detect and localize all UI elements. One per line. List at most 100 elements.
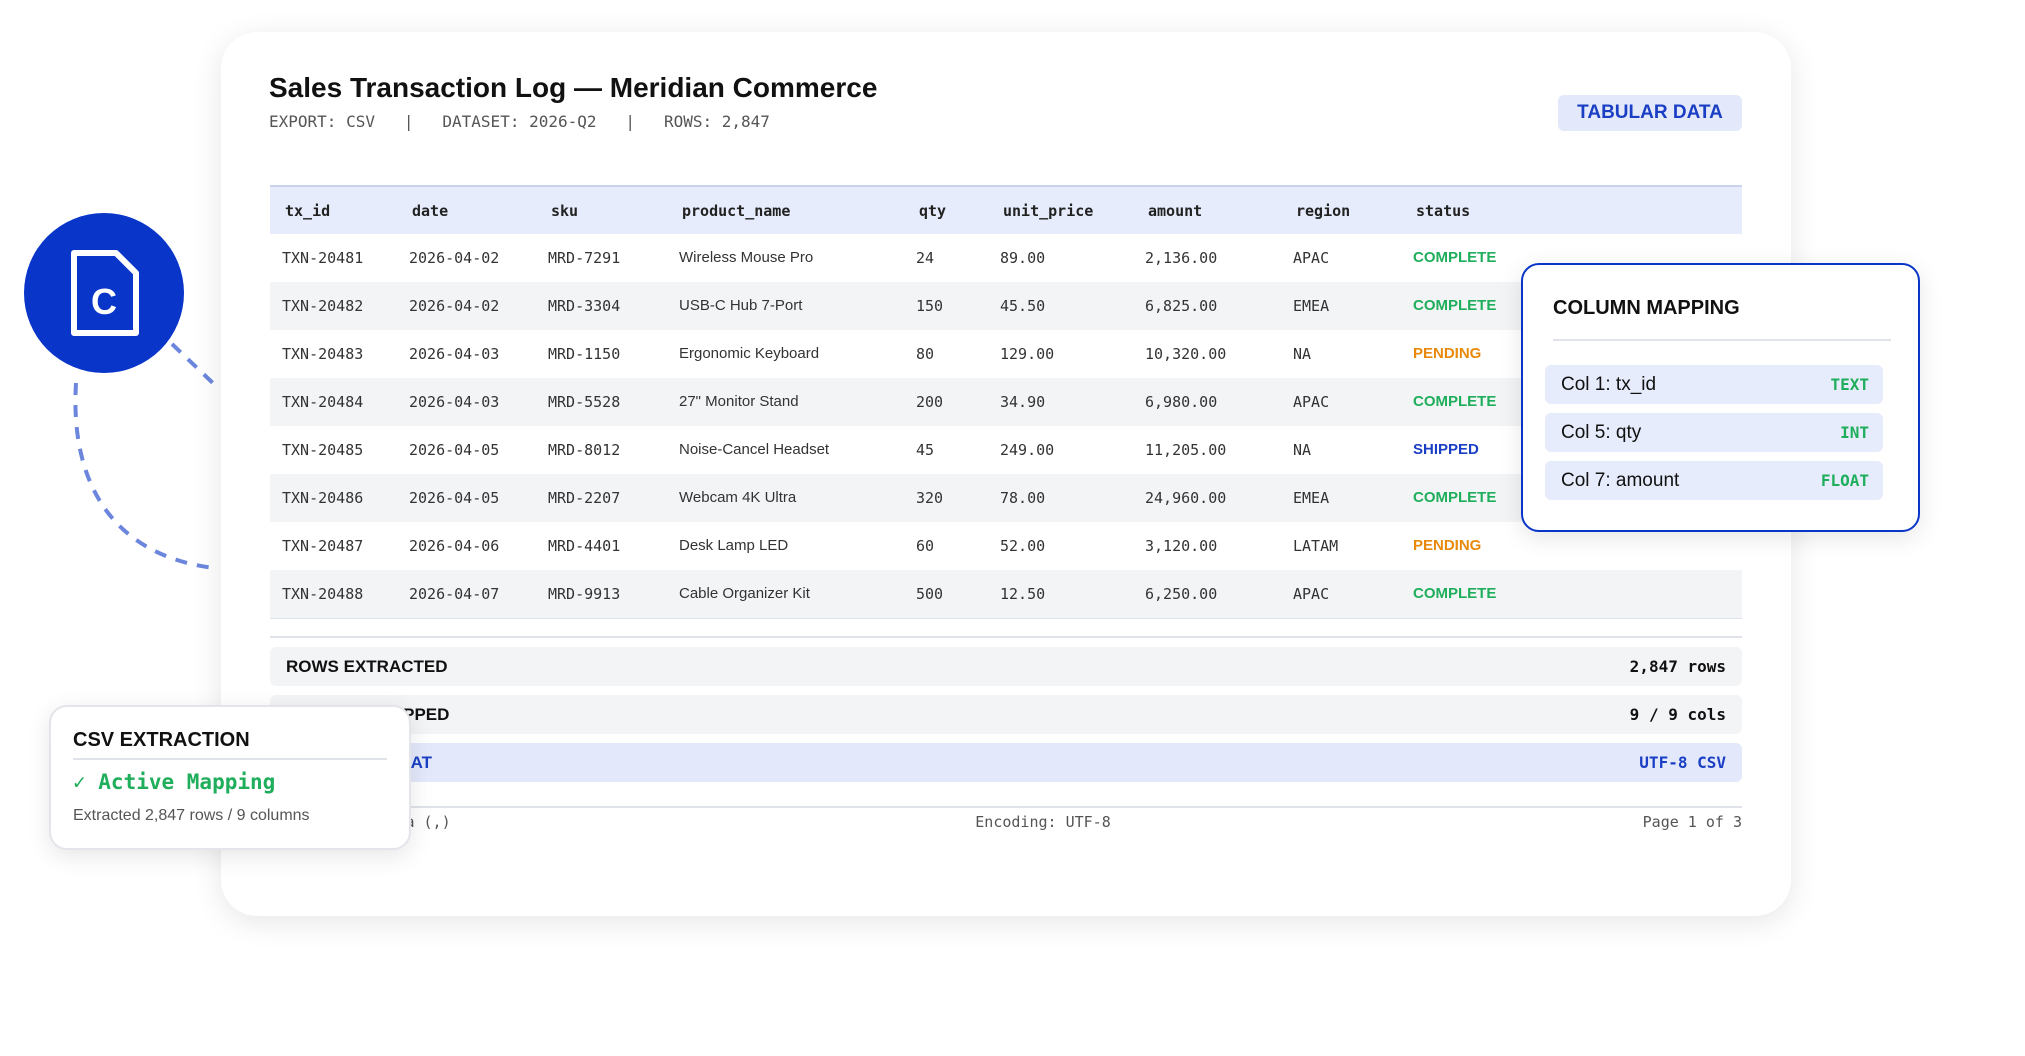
- cell: 12.50: [1000, 585, 1046, 603]
- mapping-item: Col 5: qty INT: [1545, 413, 1883, 452]
- cell: 24,960.00: [1145, 489, 1227, 507]
- cell: APAC: [1293, 393, 1330, 411]
- cell: 52.00: [1000, 537, 1046, 555]
- cell: TXN-20483: [282, 345, 364, 363]
- cell: EMEA: [1293, 489, 1330, 507]
- subtitle: EXPORT: CSV | DATASET: 2026-Q2 | ROWS: 2…: [269, 112, 770, 131]
- status-cell: COMPLETE: [1413, 393, 1497, 410]
- cell: EMEA: [1293, 297, 1330, 315]
- status-cell: PENDING: [1413, 537, 1482, 554]
- table-row: TXN-20487 2026-04-06 MRD-4401 Desk Lamp LED…: [270, 522, 1742, 571]
- status-cell: COMPLETE: [1413, 585, 1497, 602]
- mapping-label: Col 5: qty: [1561, 422, 1642, 443]
- panel-title: COLUMN MAPPING: [1553, 297, 1740, 319]
- cell: 10,320.00: [1145, 345, 1227, 363]
- mapping-type: FLOAT: [1820, 471, 1869, 490]
- cell: Wireless Mouse Pro: [679, 249, 814, 266]
- column-header: status: [1416, 202, 1471, 220]
- cell: Desk Lamp LED: [679, 537, 789, 554]
- summary-label: ROWS EXTRACTED: [286, 657, 448, 676]
- cell: TXN-20485: [282, 441, 364, 459]
- mapping-type: TEXT: [1830, 375, 1869, 394]
- cell: 60: [916, 537, 935, 555]
- cell: NA: [1293, 345, 1312, 363]
- cell: 150: [916, 297, 944, 315]
- table-row: TXN-20484 2026-04-03 MRD-5528 27" Monitor S…: [270, 378, 1742, 427]
- column-header: amount: [1148, 202, 1203, 220]
- cell: MRD-4401: [548, 537, 621, 555]
- cell: MRD-2207: [548, 489, 621, 507]
- summary-value: 2,847 rows: [1629, 657, 1726, 676]
- cell: 24: [916, 249, 935, 267]
- cell: 2026-04-05: [409, 489, 500, 507]
- cell: 89.00: [1000, 249, 1046, 267]
- status-cell: COMPLETE: [1413, 297, 1497, 314]
- status-cell: COMPLETE: [1413, 489, 1497, 506]
- cell: Ergonomic Keyboard: [679, 345, 820, 362]
- divider: [270, 636, 1742, 638]
- cell: TXN-20486: [282, 489, 364, 507]
- table-row: TXN-20486 2026-04-05 MRD-2207 Webcam 4K Ult…: [270, 474, 1742, 523]
- cell: MRD-3304: [548, 297, 621, 315]
- status-cell: COMPLETE: [1413, 249, 1497, 266]
- column-header: date: [412, 202, 449, 220]
- cell: MRD-8012: [548, 441, 621, 459]
- column-header: qty: [919, 202, 947, 220]
- cell: TXN-20487: [282, 537, 364, 555]
- mapping-label: Col 7: amount: [1561, 470, 1680, 491]
- column-mapping-panel: COLUMN MAPPING Col 1: tx_id TEXT Col 5: qt…: [1521, 263, 1920, 532]
- panel-title: CSV EXTRACTION: [73, 729, 250, 751]
- cell: 2026-04-06: [409, 537, 500, 555]
- cell: 320: [916, 489, 944, 507]
- divider: [270, 806, 1742, 808]
- cell: 249.00: [1000, 441, 1055, 459]
- file-icon: C: [24, 213, 184, 373]
- cell: MRD-1150: [548, 345, 621, 363]
- cell: 6,980.00: [1145, 393, 1218, 411]
- divider: [73, 758, 387, 760]
- cell: Noise-Cancel Headset: [679, 441, 830, 458]
- divider: [1553, 339, 1891, 341]
- footer-center: Encoding: UTF-8: [975, 813, 1111, 831]
- title: Sales Transaction Log — Meridian Commerc…: [269, 72, 878, 103]
- icon-letter: C: [91, 281, 117, 322]
- status-cell: PENDING: [1413, 345, 1482, 362]
- status-cell: SHIPPED: [1413, 441, 1479, 458]
- table-row: TXN-20485 2026-04-05 MRD-8012 Noise-Cancel …: [270, 426, 1742, 475]
- cell: 45: [916, 441, 935, 459]
- detail: Extracted 2,847 rows / 9 columns: [73, 807, 310, 824]
- cell: MRD-5528: [548, 393, 621, 411]
- cell: 27" Monitor Stand: [679, 393, 799, 410]
- cell: USB-C Hub 7-Port: [679, 297, 803, 314]
- column-header: region: [1296, 202, 1351, 220]
- cell: 500: [916, 585, 944, 603]
- status: ✓ Active Mapping: [73, 770, 276, 794]
- cell: 34.90: [1000, 393, 1046, 411]
- mapping-item: Col 1: tx_id TEXT: [1545, 365, 1883, 404]
- cell: 6,250.00: [1145, 585, 1218, 603]
- summary-value: 9 / 9 cols: [1629, 705, 1726, 724]
- cell: Webcam 4K Ultra: [679, 489, 797, 506]
- cell: 6,825.00: [1145, 297, 1218, 315]
- cell: Cable Organizer Kit: [679, 585, 810, 602]
- mapping-label: Col 1: tx_id: [1561, 374, 1657, 395]
- cell: 78.00: [1000, 489, 1046, 507]
- cell: 200: [916, 393, 944, 411]
- summary-value: UTF-8 CSV: [1639, 753, 1726, 772]
- column-header: unit_price: [1003, 202, 1094, 220]
- cell: 2026-04-02: [409, 297, 500, 315]
- cell: APAC: [1293, 585, 1330, 603]
- cell: TXN-20482: [282, 297, 364, 315]
- table-row: TXN-20483 2026-04-03 MRD-1150 Ergonomic Key…: [270, 330, 1742, 379]
- footer-right: Page 1 of 3: [1642, 813, 1742, 831]
- column-header: tx_id: [285, 202, 331, 220]
- icon-glyph: [71, 250, 139, 336]
- cell: 129.00: [1000, 345, 1055, 363]
- cell: 11,205.00: [1145, 441, 1227, 459]
- cell: TXN-20488: [282, 585, 364, 603]
- cell: 2026-04-07: [409, 585, 500, 603]
- cell: 3,120.00: [1145, 537, 1218, 555]
- cell: MRD-7291: [548, 249, 621, 267]
